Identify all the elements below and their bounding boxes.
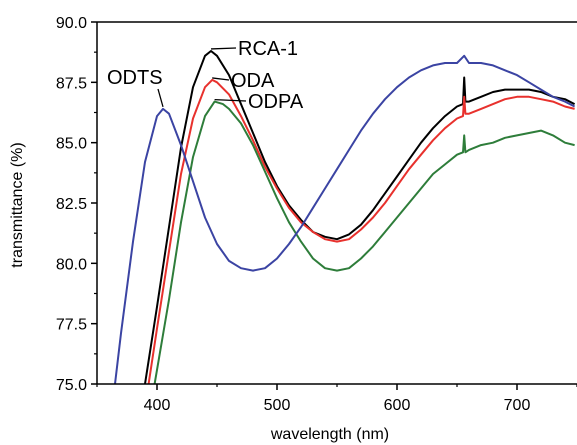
x-tick-label: 700 (504, 397, 531, 414)
series-layer (114, 50, 576, 384)
annotation-odpa: ODPA (248, 91, 304, 113)
y-tick-label: 90.0 (56, 15, 87, 32)
series-line-rca-1 (144, 50, 576, 384)
annotation-oda: ODA (231, 70, 275, 92)
y-tick-label: 87.5 (56, 75, 87, 92)
annotation-leader-oda (212, 77, 230, 81)
annotation-leader-odpa (214, 98, 247, 102)
y-tick-label: 85.0 (56, 136, 87, 153)
x-tick-label: 500 (264, 397, 291, 414)
y-tick-label: 75.0 (56, 377, 87, 394)
x-axis-title: wavelength (nm) (270, 426, 389, 443)
axes-layer (96, 21, 577, 385)
y-tick-label: 82.5 (56, 196, 87, 213)
ticks-layer: 400 500 600 700 75.0 77.5 80.0 82.5 85.0 87.5 90.0 (56, 15, 577, 414)
annotation-odts: ODTS (107, 67, 163, 89)
annotation-leader-rca-1 (210, 47, 237, 50)
series-line-odts (114, 54, 576, 384)
series-line-odpa (153, 100, 575, 384)
x-tick-label: 400 (144, 397, 171, 414)
series-line-oda (147, 78, 575, 384)
annotation-rca-1: RCA-1 (238, 38, 298, 60)
annotation-leader-odts (157, 88, 164, 108)
y-axis-title: transmittance (%) (9, 142, 26, 267)
y-tick-label: 80.0 (56, 256, 87, 273)
y-tick-label: 77.5 (56, 317, 87, 334)
x-tick-label: 600 (384, 397, 411, 414)
